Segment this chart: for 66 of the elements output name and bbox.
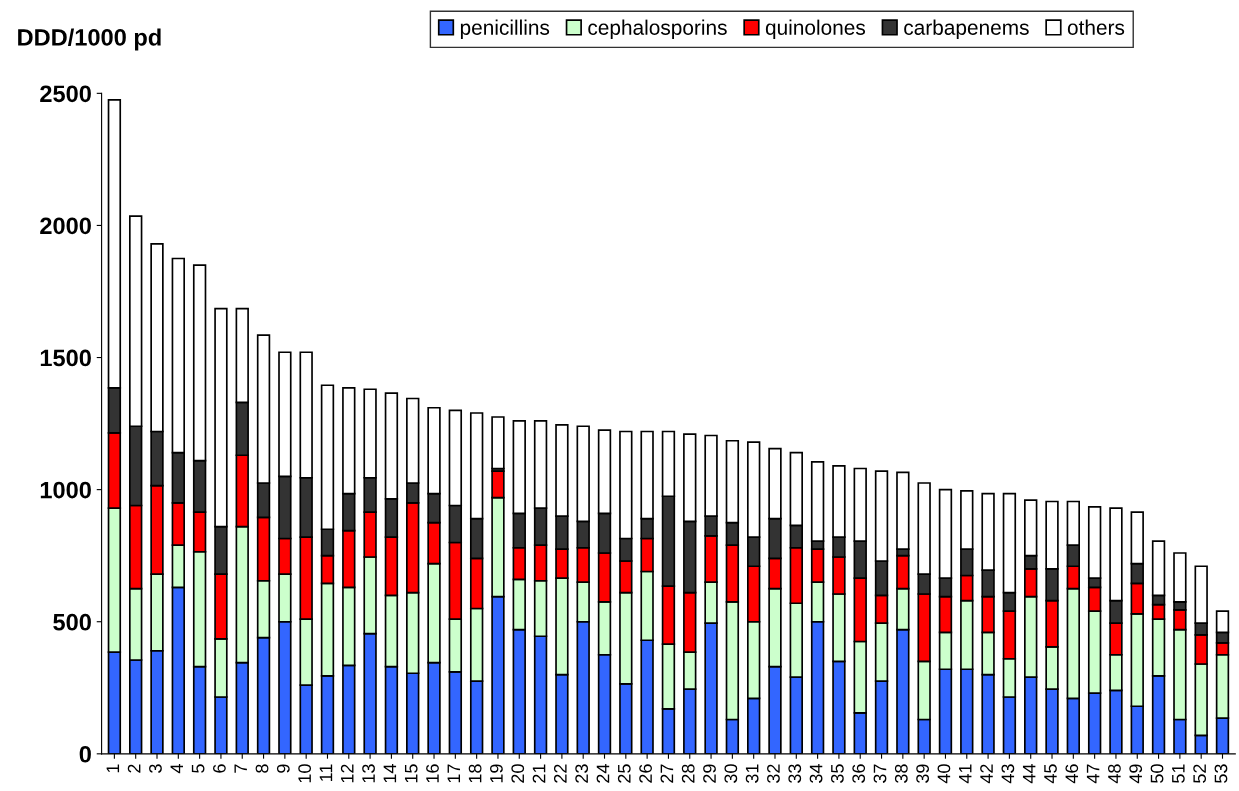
y-tick-label: 500: [53, 613, 91, 631]
x-tick-label: 47: [1086, 764, 1100, 784]
x-tick-label: 21: [532, 764, 546, 783]
x-tick-label: 20: [511, 764, 525, 783]
x-tick-label: 24: [596, 764, 610, 783]
x-tick-label: 30: [724, 764, 738, 783]
x-tick-label: 23: [575, 764, 589, 783]
x-tick-label: 9: [276, 764, 290, 773]
x-tick-label: 16: [426, 764, 439, 783]
x-tick-label: 33: [788, 764, 802, 783]
x-tick-label: 51: [1172, 764, 1185, 783]
x-tick-label: 26: [639, 764, 652, 783]
x-tick-label: 39: [916, 764, 930, 783]
x-tick-label: 34: [809, 764, 823, 783]
x-tick-label: 6: [212, 764, 226, 773]
x-tick-label: 25: [617, 764, 631, 783]
x-tick-label: 42: [980, 764, 993, 784]
x-tick-label: 32: [767, 764, 780, 783]
x-tick-label: 1: [106, 764, 120, 773]
legend-label: carbapenems: [904, 19, 1029, 40]
x-tick-label: 48: [1108, 764, 1121, 784]
x-tick-label: 4: [170, 764, 183, 774]
x-tick-label: 7: [234, 764, 247, 773]
legend-label: penicillins: [460, 19, 550, 40]
x-tick-label: 27: [660, 764, 674, 783]
x-tick-label: 46: [1065, 764, 1079, 784]
x-tick-label: 41: [959, 764, 972, 784]
x-tick-label: 18: [468, 764, 482, 783]
legend-label: cephalosporins: [588, 19, 727, 40]
y-axis-title: DDD/1000 pd: [18, 28, 161, 51]
x-tick-label: 11: [319, 764, 333, 781]
x-tick-label: 35: [830, 764, 844, 783]
x-tick-label: 44: [1022, 764, 1036, 784]
y-tick-label: 2000: [40, 217, 91, 235]
x-tick-label: 31: [745, 764, 759, 783]
legend-label: quinolones: [765, 19, 866, 40]
x-tick-label: 36: [852, 764, 866, 783]
x-tick-label: 40: [937, 764, 951, 784]
x-tick-label: 28: [681, 764, 695, 783]
x-tick-label: 43: [1001, 764, 1015, 784]
bar: [491, 416, 505, 470]
x-tick-label: 50: [1150, 764, 1164, 783]
x-tick-label: 14: [383, 764, 397, 783]
x-tick-label: 29: [703, 764, 716, 783]
x-tick-label: 38: [894, 764, 908, 783]
y-tick-label: 1500: [40, 349, 91, 367]
x-tick-label: 49: [1129, 764, 1143, 784]
y-tick-label: 1000: [40, 481, 91, 499]
x-tick-label: 15: [404, 764, 418, 783]
x-tick-label: 17: [447, 764, 461, 783]
legend-label: others: [1067, 19, 1125, 35]
x-tick-label: 10: [298, 764, 312, 783]
x-tick-label: 5: [191, 764, 205, 773]
x-tick-label: 19: [490, 764, 503, 783]
x-tick-label: 2: [127, 764, 141, 773]
x-tick-label: 52: [1193, 764, 1207, 783]
x-tick-label: 12: [340, 764, 354, 783]
x-tick-label: 22: [553, 764, 567, 783]
x-tick-label: 37: [873, 764, 887, 783]
x-tick-label: 3: [149, 764, 162, 773]
y-tick-label: 2500: [40, 85, 91, 103]
x-tick-label: 53: [1214, 764, 1228, 783]
x-tick-label: 13: [362, 764, 375, 783]
x-tick-label: 8: [255, 764, 269, 773]
x-tick-label: 45: [1044, 764, 1057, 784]
y-tick-label: 0: [79, 745, 91, 763]
